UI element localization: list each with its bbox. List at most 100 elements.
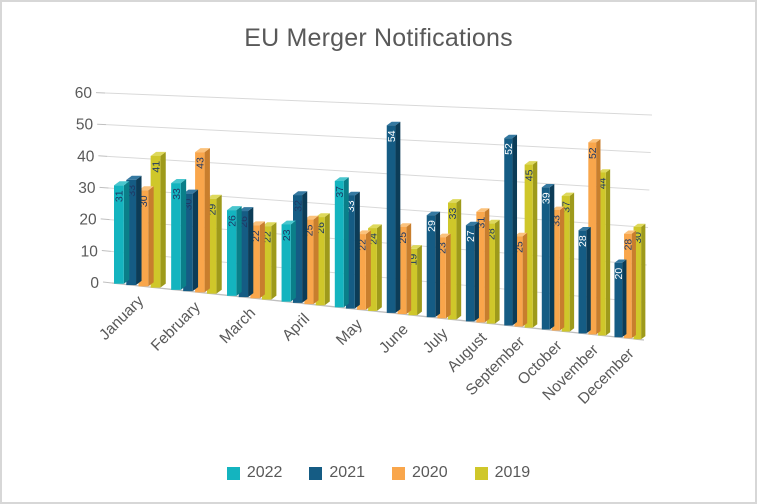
bar-top-face — [250, 221, 265, 226]
bar-front-face — [614, 262, 623, 338]
bar-side-face — [354, 191, 360, 309]
bar-value-label: 22 — [356, 239, 368, 251]
bar-value-label: 23 — [436, 242, 448, 254]
y-axis-label-30: 30 — [78, 180, 96, 197]
bar-2019-may: 24 — [367, 224, 382, 311]
bar-front-face — [386, 125, 396, 313]
bar-front-face — [114, 185, 124, 284]
bar-front-face — [624, 233, 632, 339]
bar-2019-march: 22 — [261, 222, 277, 300]
bar-2021-march: 26 — [238, 207, 254, 298]
bar-front-face — [227, 210, 237, 296]
bar-2021-august: 27 — [465, 221, 479, 322]
bar-side-face — [435, 211, 441, 318]
bar-value-label: 25 — [513, 241, 525, 253]
x-axis-label-july: July — [420, 325, 452, 357]
bar-2021-september: 52 — [503, 134, 518, 326]
bar-value-label: 26 — [238, 216, 250, 228]
bar-front-face — [437, 237, 446, 319]
x-axis-label-january: January — [96, 292, 147, 343]
bar-value-label: 20 — [613, 268, 625, 280]
bar-front-face — [633, 226, 642, 340]
bar-side-face — [395, 121, 401, 313]
bar-2021-november: 28 — [577, 226, 591, 334]
bar-value-label: 29 — [426, 220, 438, 232]
y-axis-tick-40 — [98, 155, 108, 157]
bar-top-face — [138, 186, 154, 191]
y-axis-label-20: 20 — [79, 212, 97, 229]
bar-top-face — [504, 134, 518, 139]
bar-value-label: 31 — [475, 217, 487, 229]
bar-side-face — [406, 223, 412, 315]
bar-2020-january: 30 — [138, 186, 154, 287]
x-axis-label-february: February — [148, 299, 204, 355]
bar-top-face — [486, 219, 500, 224]
bar-value-label: 30 — [183, 199, 195, 211]
bar-value-label: 52 — [503, 143, 515, 155]
x-axis-label-may: May — [333, 316, 366, 349]
bar-top-face — [238, 207, 254, 212]
bar-front-face — [206, 198, 217, 294]
y-axis-label-40: 40 — [77, 148, 95, 165]
bar-2020-october: 33 — [551, 206, 565, 331]
bar-top-face — [126, 175, 142, 180]
bar-value-label: 23 — [281, 229, 293, 241]
bar-2021-february: 30 — [183, 189, 199, 292]
bar-2019-december: 30 — [632, 223, 646, 340]
y-axis-tick-0 — [102, 281, 113, 284]
bar-top-face — [386, 121, 401, 126]
bar-side-face — [248, 207, 254, 298]
bar-side-face — [569, 192, 575, 332]
bar-front-face — [304, 219, 314, 305]
bar-front-face — [126, 179, 137, 286]
bar-side-face — [236, 206, 242, 296]
y-axis-label-50: 50 — [76, 117, 94, 134]
bar-side-face — [376, 224, 382, 311]
bar-top-face — [447, 199, 462, 203]
bar-front-face — [334, 180, 344, 308]
bar-top-face — [315, 213, 330, 218]
bar-value-label: 28 — [623, 239, 635, 251]
bar-front-face — [588, 142, 597, 335]
bar-top-face — [598, 169, 611, 173]
chart-title: EU Merger Notifications — [244, 24, 513, 52]
bar-side-face — [494, 219, 500, 324]
bar-2020-february: 43 — [195, 148, 210, 293]
bar-front-face — [150, 155, 161, 288]
bar-value-label: 27 — [465, 230, 477, 242]
bar-2020-july: 23 — [436, 233, 451, 319]
bar-front-face — [315, 217, 325, 306]
bar-side-face — [641, 223, 646, 340]
bar-value-label: 30 — [138, 195, 150, 207]
bar-front-face — [426, 215, 436, 318]
bar-side-face — [216, 194, 222, 294]
bar-2019-april: 26 — [315, 213, 330, 306]
bar-top-face — [206, 194, 222, 199]
bar-top-face — [561, 192, 575, 197]
bar-front-face — [138, 190, 149, 287]
gridline-40 — [107, 155, 650, 191]
bar-side-face — [365, 230, 371, 310]
bar-front-face — [357, 234, 366, 310]
bar-top-face — [281, 220, 296, 225]
bar-value-label: 28 — [577, 235, 589, 247]
legend: 2022 2021 2020 2019 — [2, 464, 755, 482]
bar-top-face — [588, 139, 601, 143]
bar-top-face — [476, 208, 490, 212]
legend-swatch-2021 — [309, 466, 323, 480]
bar-2020-september: 25 — [513, 232, 528, 327]
bar-top-face — [437, 233, 451, 238]
bar-side-face — [417, 245, 422, 316]
bar-2022-may: 37 — [334, 177, 349, 308]
bar-2020-may: 22 — [356, 230, 371, 310]
bar-2020-march: 22 — [250, 221, 265, 299]
bar-2019-september: 45 — [523, 161, 538, 328]
bar-side-face — [631, 230, 636, 339]
bar-value-label: 39 — [541, 192, 553, 204]
legend-item-2019: 2019 — [474, 464, 530, 482]
bar-value-label: 26 — [226, 215, 238, 227]
bar-front-face — [561, 196, 570, 332]
bar-top-face — [114, 181, 130, 186]
legend-item-2021: 2021 — [309, 464, 365, 482]
